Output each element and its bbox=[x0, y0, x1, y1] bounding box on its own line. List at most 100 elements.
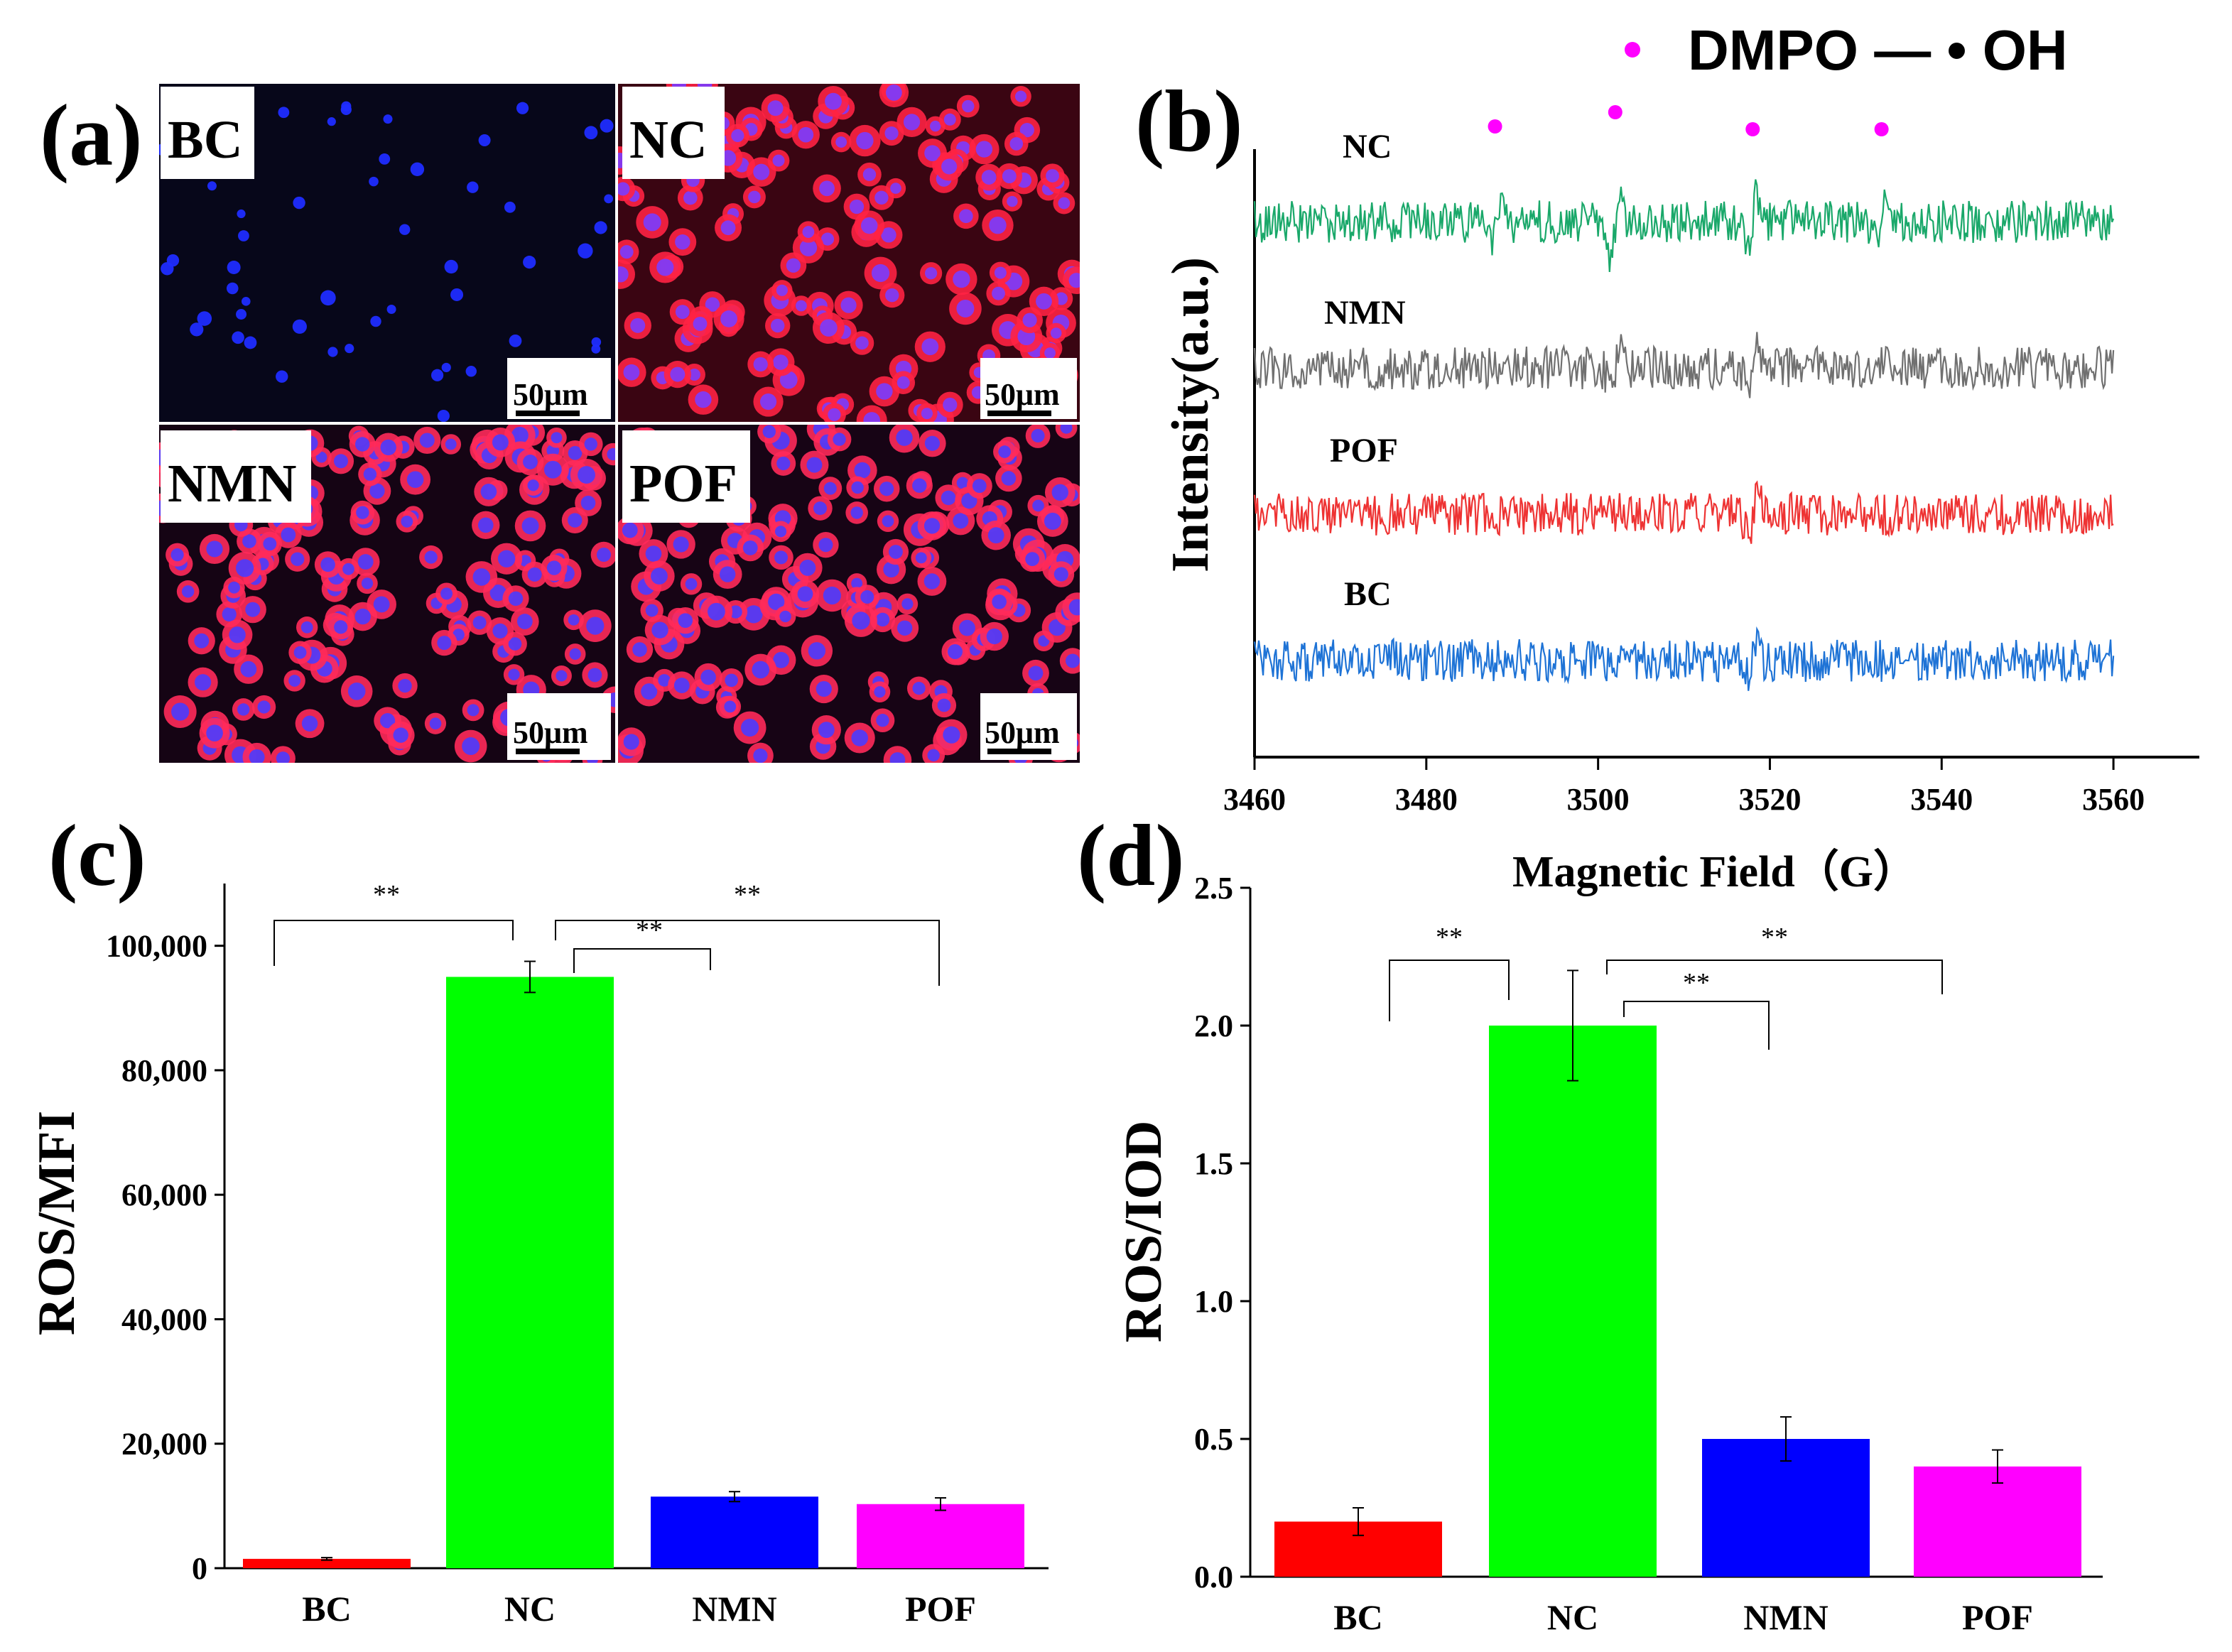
cell-nucleus bbox=[334, 620, 348, 634]
cell-nucleus bbox=[497, 550, 516, 567]
cell-nucleus bbox=[619, 245, 634, 259]
x-tick-label: 3500 bbox=[1567, 782, 1630, 817]
cell-nucleus bbox=[290, 552, 305, 566]
cell-nucleus bbox=[799, 560, 816, 576]
microscopy-tile-pof bbox=[618, 425, 1080, 763]
cell-nucleus bbox=[953, 513, 969, 529]
category-label: POF bbox=[905, 1589, 976, 1629]
x-tick-label: 3520 bbox=[1738, 782, 1801, 817]
cell-nucleus bbox=[1007, 195, 1018, 207]
y-axis-label: Intensity(a.u.) bbox=[1161, 257, 1220, 572]
cell-nucleus bbox=[975, 141, 993, 158]
cell-nucleus bbox=[206, 724, 223, 741]
cell-nucleus bbox=[373, 596, 390, 613]
cell-nucleus bbox=[856, 131, 874, 150]
category-label: NC bbox=[1547, 1597, 1598, 1637]
cell-nucleus bbox=[923, 518, 941, 534]
cell-nucleus bbox=[347, 683, 366, 700]
cell-nucleus bbox=[568, 513, 583, 528]
cell-nucleus bbox=[472, 568, 491, 586]
cell-nucleus bbox=[1044, 347, 1056, 359]
cell-nucleus bbox=[543, 460, 562, 479]
panel-d-label: (d) bbox=[1077, 807, 1185, 904]
cell-nucleus bbox=[768, 593, 785, 610]
microscopy-panel: BC NC NMN POF 50μm 50μm 50μm 50μm bbox=[158, 82, 1081, 764]
cell-nucleus bbox=[753, 357, 768, 372]
cell-nucleus bbox=[465, 366, 477, 377]
cell-nucleus bbox=[480, 484, 497, 500]
cell-nucleus bbox=[441, 362, 451, 373]
cell-nucleus bbox=[320, 557, 335, 572]
cell-nucleus bbox=[889, 752, 906, 763]
x-tick-label: 3480 bbox=[1395, 782, 1458, 817]
cell-nucleus bbox=[276, 751, 290, 763]
cell-nucleus bbox=[720, 220, 736, 236]
significance-bracket bbox=[555, 920, 940, 986]
category-label: NMN bbox=[692, 1589, 776, 1629]
category-label: POF bbox=[1962, 1597, 2033, 1637]
cell-nucleus bbox=[986, 628, 1002, 645]
bar-pof bbox=[1914, 1466, 2081, 1577]
scale-bar bbox=[516, 411, 580, 416]
cell-nucleus bbox=[956, 299, 975, 317]
cell-nucleus bbox=[962, 99, 975, 113]
cell-nucleus bbox=[992, 594, 1007, 609]
cell-nucleus bbox=[556, 670, 568, 682]
cell-nucleus bbox=[852, 612, 870, 630]
peak-marker bbox=[1745, 122, 1760, 136]
y-axis-label: ROS/MFI bbox=[28, 1111, 86, 1336]
cell-nucleus bbox=[806, 457, 823, 473]
cell-nucleus bbox=[227, 261, 241, 275]
significance-bracket bbox=[1606, 960, 1943, 994]
cell-nucleus bbox=[401, 515, 413, 528]
y-tick-label: 0 bbox=[192, 1551, 207, 1586]
tile-label-nmn: NMN bbox=[168, 454, 297, 513]
spectrum-pof bbox=[1253, 480, 2114, 544]
cell-nucleus bbox=[508, 591, 524, 606]
cell-nucleus bbox=[618, 182, 630, 196]
cell-nucleus bbox=[685, 577, 698, 590]
cell-nucleus bbox=[767, 100, 784, 116]
y-tick-label: 80,000 bbox=[121, 1053, 207, 1088]
scale-bar-label: 50μm bbox=[985, 715, 1060, 750]
cell-nucleus bbox=[840, 297, 857, 313]
cell-nucleus bbox=[278, 107, 290, 119]
cell-nucleus bbox=[527, 479, 539, 491]
cell-nucleus bbox=[1036, 293, 1052, 310]
cell-nucleus bbox=[345, 344, 354, 354]
significance-bracket bbox=[273, 920, 514, 966]
cell-nucleus bbox=[876, 714, 889, 727]
cell-nucleus bbox=[445, 438, 457, 450]
cell-nucleus bbox=[406, 471, 424, 488]
significance-label: ** bbox=[1436, 923, 1463, 952]
trace-label-bc: BC bbox=[1344, 575, 1392, 613]
cell-nucleus bbox=[301, 715, 318, 732]
cell-nucleus bbox=[509, 334, 522, 347]
cell-nucleus bbox=[410, 162, 425, 177]
trace-label-nc: NC bbox=[1343, 128, 1392, 165]
cell-nucleus bbox=[380, 439, 396, 456]
cell-nucleus bbox=[492, 623, 508, 638]
cell-nucleus bbox=[586, 616, 605, 635]
cell-nucleus bbox=[229, 626, 246, 643]
cell-nucleus bbox=[207, 181, 217, 191]
cell-nucleus bbox=[923, 573, 941, 589]
cell-nucleus bbox=[813, 501, 828, 516]
x-axis-ticks: 3460 3480 3500 3520 3540 3560 bbox=[1223, 757, 2145, 817]
y-tick-label: 20,000 bbox=[121, 1427, 207, 1462]
cell-nucleus bbox=[630, 317, 646, 333]
trace-label-pof: POF bbox=[1330, 432, 1398, 469]
cell-nucleus bbox=[1002, 169, 1017, 184]
cell-nucleus bbox=[241, 297, 251, 306]
cell-nucleus bbox=[695, 391, 712, 408]
cell-nucleus bbox=[937, 698, 951, 712]
cell-nucleus bbox=[719, 566, 736, 582]
cell-nucleus bbox=[774, 526, 787, 538]
cell-nucleus bbox=[618, 266, 629, 283]
cell-nucleus bbox=[1060, 425, 1073, 434]
cell-nucleus bbox=[741, 718, 759, 737]
cell-nucleus bbox=[981, 170, 997, 185]
cell-nucleus bbox=[947, 644, 963, 660]
category-label: NMN bbox=[1743, 1597, 1828, 1637]
cell-nucleus bbox=[819, 180, 835, 197]
